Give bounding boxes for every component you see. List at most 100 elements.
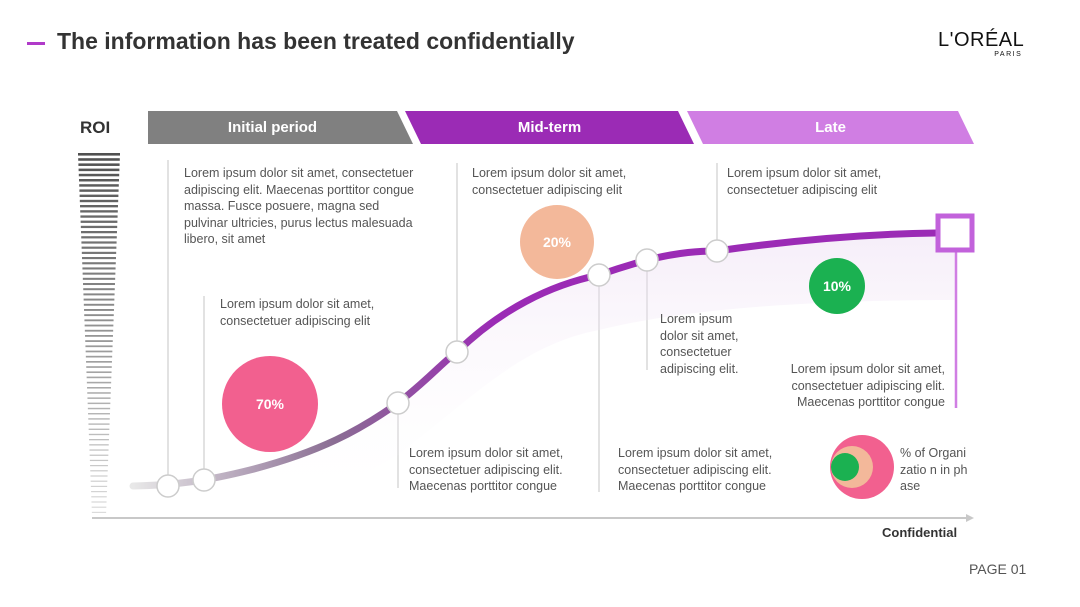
roi-stripe	[88, 428, 110, 430]
roi-stripe	[88, 413, 110, 415]
bubble-10-percent	[809, 258, 865, 314]
roi-stripe	[86, 371, 112, 374]
roi-stripe	[84, 319, 114, 322]
curve-node	[705, 239, 729, 263]
x-axis-label: Confidential	[882, 525, 958, 540]
phase-banner-mid	[405, 111, 694, 144]
roi-stripe	[91, 506, 107, 508]
roi-stripe	[80, 220, 118, 223]
roi-stripe	[90, 470, 108, 472]
roi-stripe	[89, 459, 109, 462]
roi-stripe	[91, 491, 107, 493]
x-axis-arrow-icon	[966, 514, 974, 522]
page-title: The information has been treated confide…	[57, 28, 575, 54]
curve-nodes	[156, 239, 729, 498]
roi-stripe	[89, 449, 109, 451]
y-axis-label: ROI	[80, 118, 111, 137]
phase-label-late: Late	[815, 119, 846, 136]
phase-label-mid: Mid-term	[517, 119, 582, 136]
roi-stripe	[87, 392, 111, 394]
roi-stripe	[82, 262, 116, 265]
curve-node	[587, 263, 611, 287]
roi-stripe	[83, 288, 115, 291]
roi-stripe	[84, 314, 114, 317]
bubble-20-percent	[520, 205, 594, 279]
phase-label-initial: Initial period	[227, 119, 318, 136]
roi-stripe	[82, 267, 116, 270]
roi-stripe	[89, 444, 109, 446]
roi-stripe	[79, 189, 119, 192]
bubble-20-value: 20%	[542, 234, 572, 250]
roi-stripe	[82, 272, 116, 275]
roi-stripe	[78, 163, 120, 166]
roi-stripe	[78, 153, 120, 156]
label-mid-narrow: Lorem ipsum dolor sit amet, consectetuer…	[660, 312, 739, 376]
roi-stripe	[86, 376, 112, 379]
roi-stripe	[79, 199, 119, 203]
roi-stripe	[89, 454, 109, 456]
label-late-top: Lorem ipsum dolor sit amet, consectetuer…	[727, 166, 882, 197]
roi-stripe	[87, 397, 111, 399]
roi-stripe	[79, 179, 119, 182]
roi-stripe	[78, 173, 120, 177]
roi-stripe	[88, 433, 110, 436]
roi-stripe	[78, 158, 120, 161]
curve-node	[635, 248, 659, 272]
logo-subtext: PARIS	[994, 51, 1023, 58]
roi-stripe	[81, 251, 117, 254]
curve-node	[192, 468, 216, 492]
roi-stripe	[86, 366, 112, 368]
legend-text: % of Organizatio n in phase	[900, 446, 968, 493]
title-accent-dash	[27, 42, 45, 45]
roi-stripe	[86, 361, 112, 363]
end-marker-square	[935, 213, 975, 253]
roi-stripe	[89, 439, 109, 441]
roi-stripe	[91, 501, 107, 503]
roi-stripe	[79, 194, 119, 198]
curve-node	[445, 340, 469, 364]
roi-stripe	[81, 231, 117, 234]
roi-stripe	[91, 511, 107, 513]
roi-stripe	[85, 345, 113, 348]
roi-stripe	[82, 277, 116, 280]
legend-bubble-green	[831, 453, 859, 481]
label-late-right: Lorem ipsum dolor sit amet, consectetuer…	[790, 362, 945, 409]
roi-stripe	[90, 480, 108, 482]
phase-banner-initial	[148, 111, 413, 144]
curve-node	[156, 474, 180, 498]
bubble-10-value: 10%	[822, 278, 852, 294]
roi-stripe	[83, 303, 115, 306]
roi-stripe	[80, 205, 118, 208]
curve-node	[386, 391, 410, 415]
roi-stripe	[81, 241, 117, 244]
roi-stripe	[84, 324, 114, 327]
roi-stripe	[80, 210, 118, 213]
logo-text: L'ORÉAL	[938, 29, 1025, 51]
roi-stripe	[85, 340, 113, 342]
bubble-70-percent	[222, 356, 318, 452]
roi-stripe	[88, 423, 110, 425]
phase-banner-late	[687, 111, 974, 144]
roi-scale-stripes	[78, 153, 120, 513]
roi-stripe	[85, 355, 113, 358]
roi-stripe	[84, 329, 114, 332]
roi-stripe	[90, 475, 108, 477]
roi-stripe	[84, 309, 114, 311]
roi-stripe	[85, 335, 113, 337]
label-mid-top: Lorem ipsum dolor sit amet, consectetuer…	[472, 166, 627, 197]
roi-stripe	[88, 418, 110, 420]
roi-stripe	[83, 293, 115, 296]
roi-stripe	[81, 236, 117, 239]
roi-stripe	[91, 496, 107, 498]
roi-stripe	[90, 485, 108, 487]
roi-stripe	[87, 402, 111, 405]
roi-stripe	[90, 465, 108, 467]
roi-stripe	[86, 381, 112, 384]
label-mid-bottom: Lorem ipsum dolor sit amet, consectetuer…	[409, 446, 564, 493]
roi-stripe	[85, 350, 113, 353]
roi-stripe	[83, 298, 115, 301]
roi-stripe	[82, 257, 116, 260]
roi-stripe	[80, 215, 118, 218]
roi-stripe	[83, 283, 115, 286]
